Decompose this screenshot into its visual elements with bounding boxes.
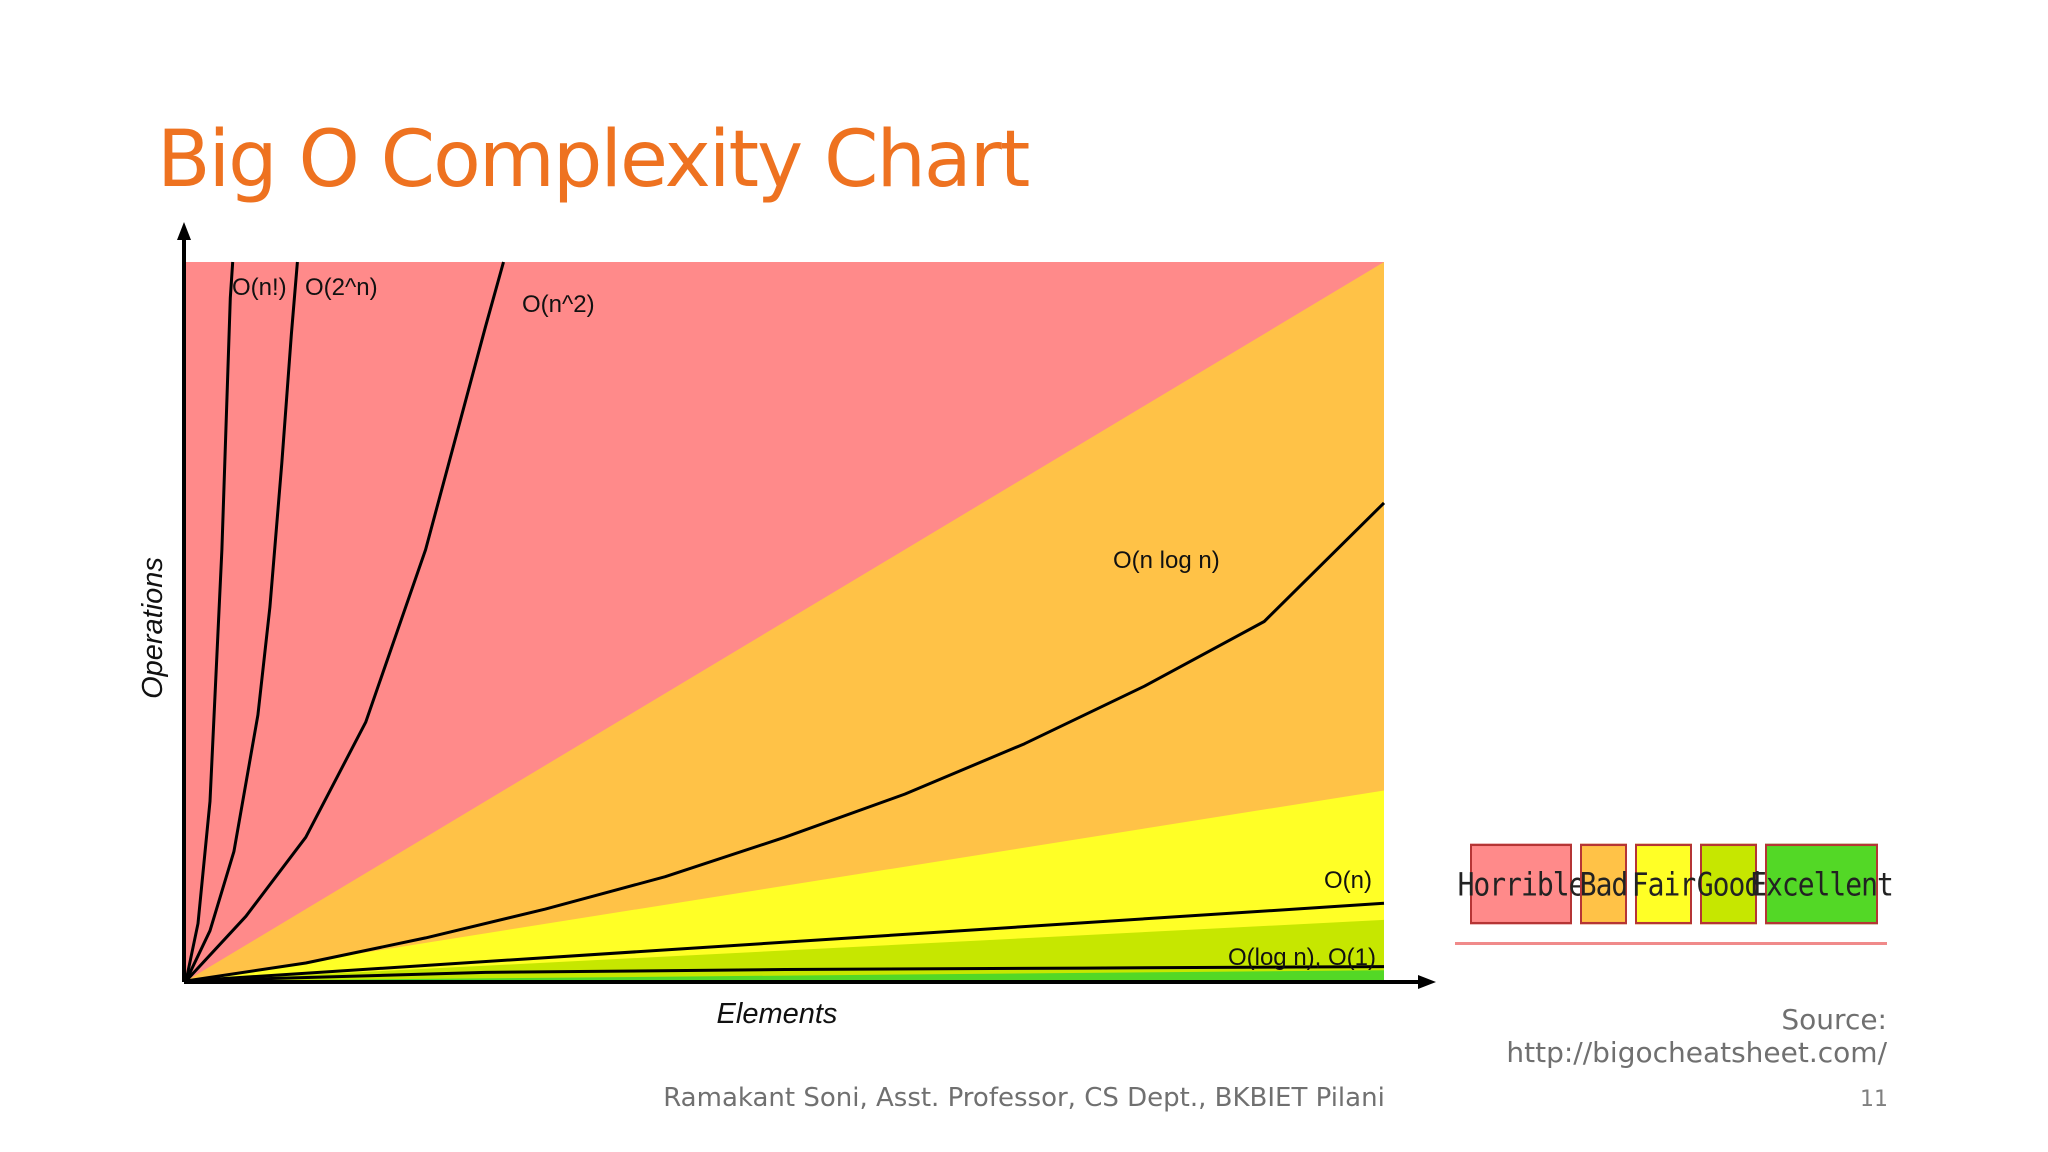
rating-legend: Horrible Bad Fair Good Excellent [1458, 843, 1894, 925]
curve-label-5: O(log n), O(1) [1228, 944, 1376, 971]
region-good [186, 919, 1384, 981]
curve-0 [184, 261, 235, 982]
curve-1 [184, 261, 299, 982]
complexity-regions [186, 262, 1384, 981]
x-axis-arrow [1418, 975, 1436, 989]
y-axis-arrow [177, 222, 191, 240]
slide-title: Big O Complexity Chart [157, 115, 1030, 205]
curve-2 [184, 261, 505, 983]
curve-label-4: O(n) [1324, 867, 1372, 894]
y-axis-label: Operations [137, 557, 169, 699]
legend-excellent: Excellent [1750, 843, 1894, 925]
region-fair [186, 790, 1384, 981]
legend-fair: Fair [1632, 843, 1696, 925]
legend-divider [1455, 942, 1887, 945]
curve-3 [185, 501, 1386, 983]
slide-footer: Ramakant Soni, Asst. Professor, CS Dept.… [663, 1083, 1385, 1113]
curve-label-3: O(n log n) [1113, 547, 1220, 574]
legend-horrible: Horrible [1458, 843, 1585, 925]
page-number: 11 [1860, 1087, 1888, 1112]
x-axis-label: Elements [717, 998, 838, 1030]
region-bad [186, 262, 1384, 981]
legend-good: Good [1697, 843, 1761, 925]
curve-label-2: O(n^2) [522, 291, 595, 318]
curve-labels: O(n!) O(2^n) O(n^2) O(n log n) O(n) O(log n),… [232, 274, 1376, 971]
source-note: Source: http://bigocheatsheet.com/ [1506, 1003, 1887, 1069]
legend-bad: Bad [1580, 843, 1628, 925]
curve-5 [185, 965, 1385, 983]
complexity-curves [184, 261, 1386, 983]
curve-4 [185, 901, 1385, 983]
curve-label-1: O(2^n) [305, 274, 378, 301]
curve-label-0: O(n!) [232, 274, 287, 301]
region-excellent [186, 970, 1384, 981]
